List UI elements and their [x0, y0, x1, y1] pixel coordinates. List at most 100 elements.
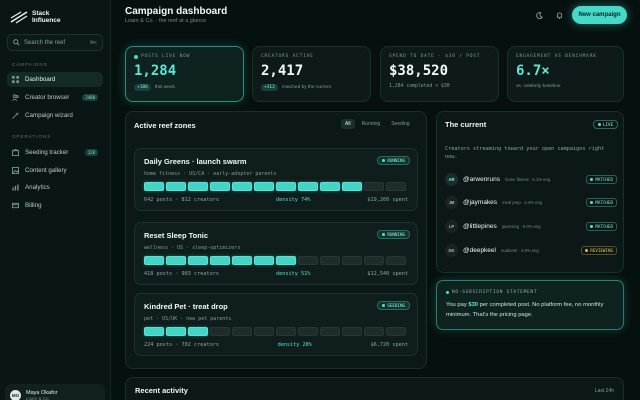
zone-density: density 28% — [277, 342, 312, 348]
status-text: SEEDING — [387, 303, 405, 308]
density-segment-empty — [210, 327, 230, 336]
new-campaign-button[interactable]: New campaign — [572, 6, 627, 24]
section-label-campaigns: CAMPAIGNS — [12, 62, 48, 67]
live-badge: LIVE — [593, 120, 619, 129]
avatar: LP — [445, 219, 458, 233]
stat-card-posts-live: POSTS LIVE NOW 1,284 +186 this week — [125, 46, 244, 102]
zone-tags: home fitness · US/CA · early-adopter par… — [144, 171, 277, 177]
creator-handle: @deepkeel — [463, 246, 496, 254]
sidebar-item-label: Seeding tracker — [25, 149, 69, 156]
avatar: DK — [445, 243, 458, 257]
status-badge: MATCHED — [586, 197, 617, 207]
status-badge: MATCHED — [586, 221, 617, 231]
density-segment-empty — [320, 327, 340, 336]
creator-meta: outdoors · 4.8% eng — [500, 247, 539, 253]
zone-card[interactable]: Daily Greens · launch swarm home fitness… — [134, 148, 418, 211]
sidebar-item-dashboard[interactable]: Dashboard — [7, 72, 103, 87]
live-dot — [134, 54, 138, 59]
status-text: REVIEWING — [590, 247, 613, 253]
density-segment-filled — [276, 182, 296, 191]
creator-row[interactable]: DK @deepkeel outdoors · 4.8% eng REVIEWI… — [445, 243, 617, 257]
density-segment-empty — [342, 327, 362, 336]
density-segment-empty — [298, 327, 318, 336]
zone-tags: wellness · US · sleep-optimizers — [144, 245, 241, 251]
zone-name: Daily Greens · launch swarm — [144, 157, 247, 166]
stat-label: CREATORS ACTIVE — [261, 54, 314, 59]
statement-label: NO-SUBSCRIPTION STATEMENT — [452, 290, 538, 295]
density-segment-filled — [144, 182, 164, 191]
statement-text-before: You pay — [446, 302, 469, 308]
search-shortcut: ⌘K — [89, 39, 97, 45]
density-segment-filled — [320, 182, 340, 191]
density-segment-empty — [342, 256, 362, 265]
filter-all[interactable]: All — [341, 119, 355, 129]
density-segment-filled — [166, 182, 186, 191]
density-segment-filled — [254, 256, 274, 265]
zone-card[interactable]: Reset Sleep Tonic wellness · US · sleep-… — [134, 222, 418, 285]
wand-icon — [12, 112, 19, 119]
density-segment-empty — [320, 256, 340, 265]
chart-icon — [12, 184, 19, 191]
creator-handle: @arwenruns — [463, 175, 500, 183]
sidebar-item-seeding-tracker[interactable]: Seeding tracker 128 — [7, 145, 103, 160]
time-range[interactable]: Last 24h — [594, 388, 614, 394]
bell-icon — [556, 11, 562, 19]
density-segment-empty — [364, 256, 384, 265]
users-icon — [12, 94, 19, 101]
brand-logo[interactable]: Stack Influence — [10, 9, 61, 25]
density-segment-filled — [342, 182, 362, 191]
section-label-operations: OPERATIONS — [12, 134, 52, 139]
search-placeholder: Search the reef — [24, 39, 66, 46]
notifications-button[interactable] — [551, 7, 567, 23]
density-segment-filled — [276, 256, 296, 265]
creator-row[interactable]: JM @jaymakes meal prep · 4.4% eng MATCHE… — [445, 195, 617, 209]
user-profile[interactable]: MO Maya Okafor Loam & Co. — [5, 384, 105, 400]
density-segment-filled — [210, 182, 230, 191]
density-bar — [144, 327, 406, 336]
stat-foot: matched by the current — [281, 85, 331, 90]
user-org: Loam & Co. — [26, 395, 50, 400]
density-segment-filled — [188, 182, 208, 191]
density-segment-empty — [364, 327, 384, 336]
zone-filters: All Running Seeding — [341, 119, 414, 129]
pricing-statement-card: NO-SUBSCRIPTION STATEMENT You pay $30 pe… — [436, 280, 624, 330]
creator-row[interactable]: LP @littlepines parenting · 6.0% eng MAT… — [445, 219, 617, 233]
density-segment-empty — [298, 256, 318, 265]
sidebar-item-label: Analytics — [25, 184, 50, 191]
avatar: MO — [10, 389, 21, 400]
statement-text-after: per completed post. No platform fee, no … — [446, 302, 604, 318]
stat-value: 6.7× — [516, 63, 550, 79]
sidebar-item-label: Content gallery — [25, 167, 67, 174]
sidebar-item-label: Campaign wizard — [25, 112, 73, 119]
avatar: AR — [445, 172, 458, 186]
page-title: Campaign dashboard — [125, 6, 228, 17]
delta-pill: +312 — [261, 84, 278, 91]
sidebar-item-creator-browser[interactable]: Creator browser 2480 — [7, 90, 103, 105]
density-segment-empty — [232, 327, 252, 336]
status-badge: SEEDING — [377, 301, 410, 310]
sidebar-item-campaign-wizard[interactable]: Campaign wizard — [7, 108, 103, 123]
theme-toggle-button[interactable] — [531, 7, 547, 23]
sidebar-item-analytics[interactable]: Analytics — [7, 180, 103, 195]
density-segment-filled — [166, 327, 186, 336]
creator-row[interactable]: AR @arwenruns home fitness · 5.1% eng MA… — [445, 172, 617, 186]
stat-foot: vs. celebrity baseline — [516, 84, 561, 89]
stat-foot: this week — [154, 85, 175, 90]
density-segment-empty — [276, 327, 296, 336]
sidebar-item-label: Dashboard — [25, 76, 56, 83]
sidebar-item-content-gallery[interactable]: Content gallery — [7, 163, 103, 178]
sidebar-item-billing[interactable]: Billing — [7, 198, 103, 213]
density-segment-filled — [144, 327, 164, 336]
zone-card[interactable]: Kindred Pet · treat drop pet · US/UK · n… — [134, 293, 418, 356]
filter-seeding[interactable]: Seeding — [391, 121, 410, 127]
density-segment-empty — [254, 327, 274, 336]
creator-handle: @jaymakes — [463, 198, 498, 206]
filter-running[interactable]: Running — [361, 121, 381, 127]
stat-label: ENGAGEMENT VS BENCHMARK — [516, 54, 597, 59]
search-input[interactable]: Search the reef ⌘K — [7, 34, 103, 51]
density-segment-filled — [144, 256, 164, 265]
stat-foot: 1,284 completed × $30 — [389, 84, 450, 89]
live-text: LIVE — [603, 122, 614, 127]
creator-handle: @littlepines — [463, 222, 497, 230]
density-segment-filled — [210, 256, 230, 265]
